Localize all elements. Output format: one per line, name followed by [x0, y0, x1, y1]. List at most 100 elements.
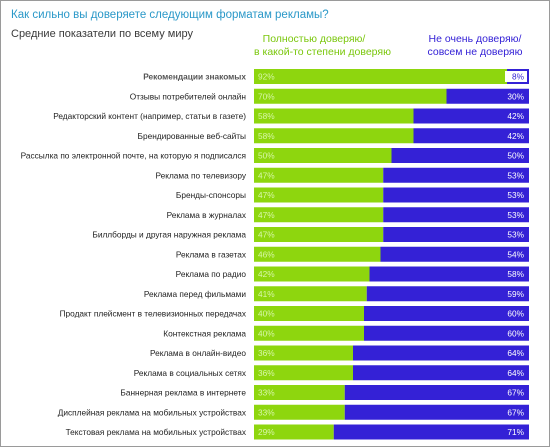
category-label: Продакт плейсмент в телевизионных переда…: [60, 309, 247, 319]
category-label: Реклама в онлайн-видео: [150, 348, 246, 358]
category-label: Реклама в социальных сетях: [134, 368, 247, 378]
bar-trust: [254, 286, 367, 302]
value-label-trust: 29%: [258, 427, 275, 437]
bar-trust: [254, 424, 334, 440]
value-label-distrust: 71%: [507, 427, 524, 437]
bar-trust: [254, 88, 447, 104]
bar-distrust: [413, 108, 529, 124]
bar-distrust: [344, 385, 529, 400]
value-label-trust: 36%: [258, 348, 275, 358]
category-label: Контекстная реклама: [163, 328, 246, 338]
value-label-trust: 70%: [258, 91, 275, 101]
bar-trust: [254, 187, 384, 203]
category-label: Реклама по радио: [176, 269, 247, 279]
bar-distrust: [380, 246, 529, 262]
bar-trust: [254, 227, 384, 242]
value-label-distrust: 53%: [507, 210, 524, 220]
value-label-distrust: 53%: [507, 170, 524, 180]
category-label: Реклама перед фильмами: [144, 289, 247, 299]
value-label-trust: 41%: [258, 289, 275, 299]
category-label: Отзывы потребителей онлайн: [130, 91, 246, 101]
bar-distrust: [383, 187, 529, 203]
value-label-distrust: 54%: [507, 249, 524, 259]
bar-trust: [254, 325, 364, 341]
value-label-trust: 33%: [258, 407, 275, 417]
value-label-distrust: 60%: [507, 309, 524, 319]
bar-distrust: [391, 148, 529, 163]
value-label-trust: 47%: [258, 210, 275, 220]
category-label: Бренды-спонсоры: [176, 190, 246, 200]
bar-trust: [254, 365, 353, 381]
bar-trust: [254, 306, 364, 321]
bar-trust: [254, 345, 353, 361]
bar-distrust: [446, 88, 529, 104]
bar-distrust: [383, 207, 529, 223]
category-label: Рассылка по электронной почте, на котору…: [21, 151, 246, 161]
value-label-distrust: 58%: [507, 269, 524, 279]
value-label-trust: 33%: [258, 388, 275, 398]
value-label-trust: 40%: [258, 328, 275, 338]
value-label-distrust: 8%: [512, 72, 525, 82]
bar-distrust: [369, 266, 529, 282]
category-label: Дисплейная реклама на мобильных устройст…: [58, 407, 247, 417]
category-label: Реклама по телевизору: [155, 170, 246, 180]
bar-trust: [254, 385, 345, 400]
bar-distrust: [353, 345, 529, 361]
bar-trust: [254, 266, 370, 282]
category-label: Биллборды и другая наружная реклама: [92, 230, 246, 240]
value-label-trust: 92%: [258, 72, 275, 82]
legend-trust: Полностью доверяю/в какой-то степени дов…: [254, 33, 391, 58]
category-label: Редакторский контент (например, статьи в…: [53, 111, 246, 121]
value-label-distrust: 42%: [507, 111, 524, 121]
value-label-distrust: 42%: [507, 131, 524, 141]
value-label-distrust: 53%: [507, 190, 524, 200]
category-label: Брендированные веб-сайты: [138, 131, 246, 141]
bar-distrust: [353, 365, 529, 381]
bar-trust: [254, 207, 384, 223]
value-label-trust: 42%: [258, 269, 275, 279]
value-label-trust: 47%: [258, 170, 275, 180]
value-label-distrust: 59%: [507, 289, 524, 299]
value-label-trust: 46%: [258, 249, 275, 259]
bar-trust: [254, 108, 414, 124]
value-label-trust: 36%: [258, 368, 275, 378]
bar-distrust: [333, 424, 529, 440]
bar-distrust: [344, 404, 529, 420]
bar-distrust: [364, 306, 529, 321]
value-label-trust: 47%: [258, 230, 275, 240]
value-label-distrust: 64%: [507, 348, 524, 358]
bar-distrust: [383, 227, 529, 242]
value-label-trust: 58%: [258, 131, 275, 141]
bar-trust: [254, 128, 414, 144]
category-label: Текстовая реклама на мобильных устройств…: [66, 427, 247, 437]
bar-distrust: [383, 167, 529, 183]
value-label-distrust: 53%: [507, 230, 524, 240]
bar-trust: [254, 404, 345, 420]
bar-trust: [254, 167, 384, 183]
value-label-trust: 58%: [258, 111, 275, 121]
category-label: Реклама в газетах: [176, 249, 247, 259]
bar-trust: [254, 246, 381, 262]
value-label-trust: 40%: [258, 309, 275, 319]
value-label-distrust: 50%: [507, 151, 524, 161]
value-label-trust: 50%: [258, 151, 275, 161]
bar-distrust: [364, 325, 529, 341]
bar-distrust: [366, 286, 529, 302]
chart-subtitle: Средние показатели по всему миру: [11, 28, 193, 40]
category-label: Рекомендации знакомых: [143, 72, 246, 82]
bar-trust: [254, 69, 507, 84]
bar-trust: [254, 148, 392, 163]
bar-distrust: [413, 128, 529, 144]
chart-title: Как сильно вы доверяете следующим формат…: [11, 9, 329, 21]
category-label: Реклама в журналах: [167, 210, 247, 220]
value-box-distrust: [505, 71, 527, 82]
legend-distrust: Не очень доверяю/совсем не доверяю: [427, 33, 523, 58]
value-label-distrust: 67%: [507, 388, 524, 398]
value-label-distrust: 60%: [507, 328, 524, 338]
value-label-distrust: 64%: [507, 368, 524, 378]
value-label-trust: 47%: [258, 190, 275, 200]
category-label: Баннерная реклама в интернете: [120, 388, 246, 398]
value-label-distrust: 30%: [507, 91, 524, 101]
